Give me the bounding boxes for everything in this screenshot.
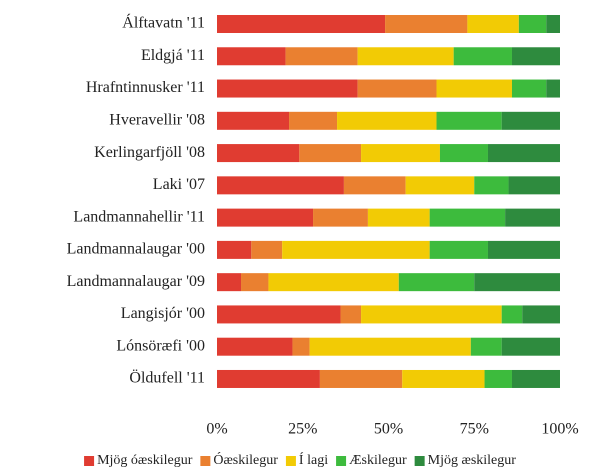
bar-segment	[487, 144, 560, 163]
category-label: Hveravellir '08	[109, 111, 205, 128]
legend-swatch	[200, 456, 211, 466]
category-label: Öldufell '11	[129, 369, 205, 387]
bar-segment	[357, 79, 437, 98]
bar-segment	[518, 15, 547, 33]
bar-segment	[285, 47, 358, 66]
bar-segment	[309, 337, 471, 356]
bar-segment	[241, 273, 269, 292]
bar-segment	[357, 47, 454, 66]
bar-segment	[268, 273, 399, 292]
x-tick-label: 100%	[541, 421, 578, 438]
legend-swatch	[285, 456, 296, 466]
bar-segment	[436, 111, 502, 130]
bar-segment	[217, 47, 286, 66]
bar-segment	[299, 144, 362, 163]
bar-segment	[217, 240, 252, 259]
category-label: Eldgjá '11	[141, 47, 205, 64]
bar-segment	[511, 369, 560, 388]
legend-swatch	[336, 456, 347, 466]
bar-segment	[511, 79, 547, 98]
bar-segment	[474, 273, 560, 292]
bar-segment	[439, 144, 488, 163]
bar-segment	[217, 208, 314, 227]
x-tick-label: 50%	[374, 421, 403, 438]
category-label: Lónsöræfi '00	[116, 337, 205, 354]
category-label: Álftavatn '11	[122, 13, 205, 32]
legend-label: Æskilegur	[349, 453, 407, 468]
category-label: Kerlingarfjöll '08	[94, 144, 205, 161]
legend-label: Mjög óæskilegur	[97, 453, 193, 468]
bar-segment	[217, 337, 293, 356]
bar-segment	[398, 273, 475, 292]
bar-segment	[436, 79, 512, 98]
bar-segment	[217, 369, 320, 388]
category-label: Landmannalaugar '00	[67, 241, 205, 258]
bar-segment	[343, 176, 406, 195]
bar-segment	[217, 273, 242, 292]
bar-segment	[217, 111, 290, 130]
bar-segment	[337, 111, 437, 130]
x-tick-label: 75%	[460, 421, 489, 438]
bar-segment	[405, 176, 475, 195]
bar-segment	[501, 337, 560, 356]
bar-segment	[282, 240, 430, 259]
category-label: Landmannalaugar '09	[67, 273, 205, 290]
bar-segment	[470, 337, 502, 356]
bar-segment	[522, 305, 560, 324]
bar-segment	[508, 176, 560, 195]
bar-segment	[340, 305, 362, 324]
category-label: Laki '07	[153, 176, 205, 193]
bar-segment	[217, 176, 344, 195]
bar-segment	[505, 208, 560, 227]
bar-segment	[546, 15, 560, 33]
bar-segment	[217, 79, 358, 98]
bar-segment	[402, 369, 485, 388]
bar-segment	[292, 337, 310, 356]
bar-segment	[367, 208, 430, 227]
legend-label: Mjög æskilegur	[428, 453, 517, 468]
bar-segment	[385, 15, 468, 33]
bar-segment	[467, 15, 519, 33]
bar-segment	[361, 144, 440, 163]
bar-segment	[546, 79, 560, 98]
bar-segment	[217, 15, 386, 33]
legend-swatch	[84, 456, 95, 466]
x-tick-label: 0%	[206, 421, 227, 438]
category-label: Hrafntinnusker '11	[86, 79, 205, 96]
bar-segment	[313, 208, 368, 227]
bar-segment	[289, 111, 338, 130]
x-tick-label: 25%	[288, 421, 317, 438]
legend-label: Í lagi	[299, 451, 328, 468]
bar-segment	[361, 305, 502, 324]
bar-segment	[429, 208, 506, 227]
category-label: Landmannahellir '11	[73, 208, 205, 225]
bar-segment	[474, 176, 509, 195]
bar-segment	[251, 240, 283, 259]
bar-segment	[217, 144, 300, 163]
legend-swatch	[414, 456, 425, 466]
bar-segment	[453, 47, 512, 66]
bar-segment	[484, 369, 512, 388]
legend-label: Óæskilegur	[213, 451, 278, 468]
bar-segment	[429, 240, 488, 259]
bar-segment	[501, 111, 560, 130]
bar-segment	[501, 305, 523, 324]
bar-segment	[487, 240, 560, 259]
bar-segment	[319, 369, 403, 388]
category-label: Langisjór '00	[121, 305, 205, 322]
bar-segment	[511, 47, 560, 66]
bar-segment	[217, 305, 341, 324]
